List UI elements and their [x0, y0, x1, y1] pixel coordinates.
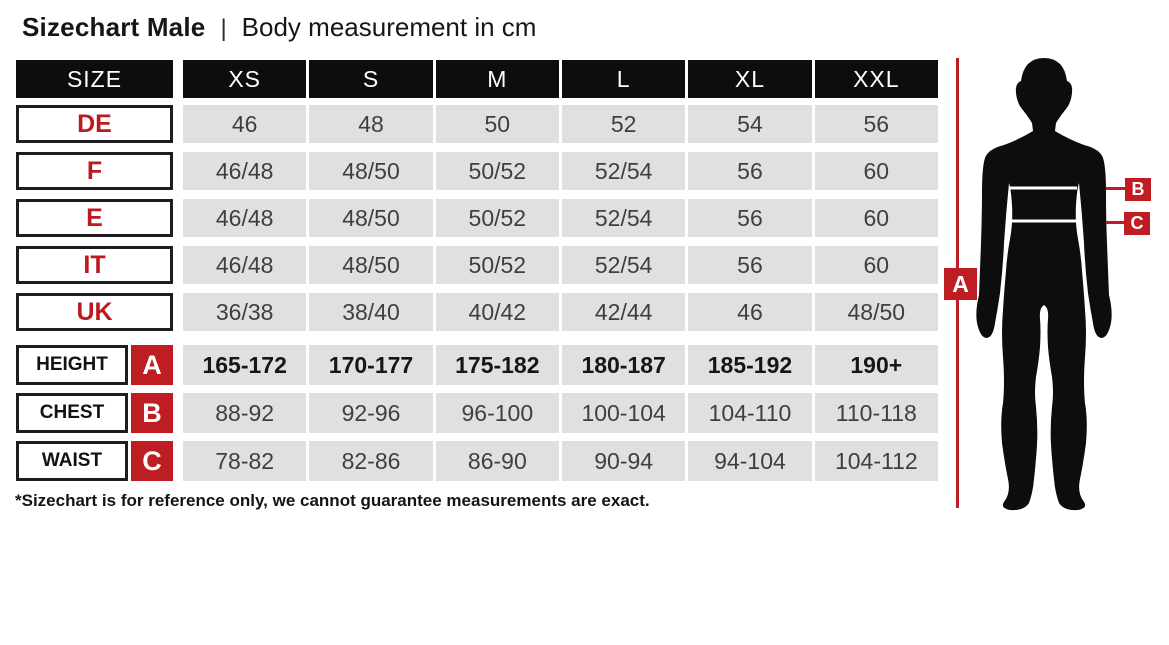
table-cell: 52/54	[561, 246, 686, 284]
header-cell-xxl: XXL	[814, 60, 938, 98]
table-cell: 46	[183, 105, 307, 143]
table-cell: 48/50	[814, 293, 938, 331]
table-cell: 40/42	[435, 293, 559, 331]
table-cell: 60	[814, 199, 938, 237]
table-row-waist: WAIST C 78-82 82-86 86-90 90-94 94-104 1…	[16, 441, 938, 481]
table-cell: 50/52	[435, 246, 559, 284]
table-row-height: HEIGHT A 165-172 170-177 175-182 180-187…	[16, 345, 938, 385]
table-cell: 46/48	[183, 246, 307, 284]
waist-connector-line	[1106, 221, 1125, 224]
row-label-uk: UK	[16, 293, 173, 331]
header-cell-m: M	[435, 60, 559, 98]
header-cell-xl: XL	[688, 60, 812, 98]
table-cell: 50/52	[435, 152, 559, 190]
table-cell: 48	[309, 105, 433, 143]
table-cell: 46	[688, 293, 812, 331]
table-row-e: E 46/48 48/50 50/52 52/54 56 60	[16, 199, 938, 237]
table-cell: 165-172	[183, 345, 307, 385]
title-main: Sizechart Male	[22, 12, 206, 42]
table-cell: 56	[688, 246, 812, 284]
table-cell: 90-94	[561, 441, 686, 481]
figure-chest-badge: B	[1125, 178, 1151, 201]
table-cell: 185-192	[688, 345, 812, 385]
table-cell: 56	[688, 152, 812, 190]
footnote: *Sizechart is for reference only, we can…	[15, 491, 650, 510]
table-row-it: IT 46/48 48/50 50/52 52/54 56 60	[16, 246, 938, 284]
table-cell: 46/48	[183, 152, 307, 190]
table-cell: 52	[561, 105, 686, 143]
table-cell: 96-100	[435, 393, 559, 433]
table-cell: 100-104	[561, 393, 686, 433]
table-cell: 60	[814, 152, 938, 190]
row-label-it: IT	[16, 246, 173, 284]
table-cell: 88-92	[183, 393, 307, 433]
table-cell: 170-177	[309, 345, 433, 385]
header-size-cell: SIZE	[16, 60, 173, 98]
male-silhouette	[976, 58, 1112, 511]
table-cell: 104-112	[814, 441, 938, 481]
row-label-de: DE	[16, 105, 173, 143]
chest-connector-line	[1106, 187, 1126, 190]
table-cell: 56	[814, 105, 938, 143]
table-cell: 48/50	[309, 246, 433, 284]
table-cell: 52/54	[561, 199, 686, 237]
header-cell-l: L	[561, 60, 686, 98]
row-label-height: HEIGHT	[16, 345, 128, 385]
figure-waist-badge: C	[1124, 212, 1150, 235]
table-cell: 175-182	[435, 345, 559, 385]
table-cell: 190+	[814, 345, 938, 385]
table-row-chest: CHEST B 88-92 92-96 96-100 100-104 104-1…	[16, 393, 938, 433]
table-cell: 60	[814, 246, 938, 284]
header-size-values: XS S M L XL XXL	[183, 60, 938, 98]
waist-badge: C	[131, 441, 173, 481]
table-row-f: F 46/48 48/50 50/52 52/54 56 60	[16, 152, 938, 190]
header-cell-xs: XS	[183, 60, 307, 98]
table-cell: 50	[435, 105, 559, 143]
table-cell: 48/50	[309, 152, 433, 190]
table-cell: 46/48	[183, 199, 307, 237]
row-label-waist: WAIST	[16, 441, 128, 481]
figure-height-badge: A	[944, 268, 977, 300]
row-label-e: E	[16, 199, 173, 237]
title-subtitle: Body measurement in cm	[241, 12, 537, 42]
table-cell: 94-104	[688, 441, 812, 481]
height-badge: A	[131, 345, 173, 385]
title-divider: |	[220, 15, 227, 42]
table-cell: 52/54	[561, 152, 686, 190]
row-label-f: F	[16, 152, 173, 190]
row-label-chest: CHEST	[16, 393, 128, 433]
table-cell: 92-96	[309, 393, 433, 433]
table-cell: 78-82	[183, 441, 307, 481]
page-title: Sizechart Male | Body measurement in cm	[22, 12, 536, 43]
table-cell: 82-86	[309, 441, 433, 481]
table-cell: 180-187	[561, 345, 686, 385]
chest-badge: B	[131, 393, 173, 433]
table-cell: 54	[688, 105, 812, 143]
table-cell: 48/50	[309, 199, 433, 237]
table-cell: 56	[688, 199, 812, 237]
table-cell: 42/44	[561, 293, 686, 331]
table-cell: 86-90	[435, 441, 559, 481]
table-cell: 104-110	[688, 393, 812, 433]
silhouette-body-path	[976, 58, 1112, 511]
table-header-row: SIZE XS S M L XL XXL	[16, 60, 938, 98]
table-row-de: DE 46 48 50 52 54 56	[16, 105, 938, 143]
table-row-uk: UK 36/38 38/40 40/42 42/44 46 48/50	[16, 293, 938, 331]
table-cell: 38/40	[309, 293, 433, 331]
header-cell-s: S	[309, 60, 433, 98]
table-cell: 110-118	[814, 393, 938, 433]
table-cell: 50/52	[435, 199, 559, 237]
table-cell: 36/38	[183, 293, 307, 331]
